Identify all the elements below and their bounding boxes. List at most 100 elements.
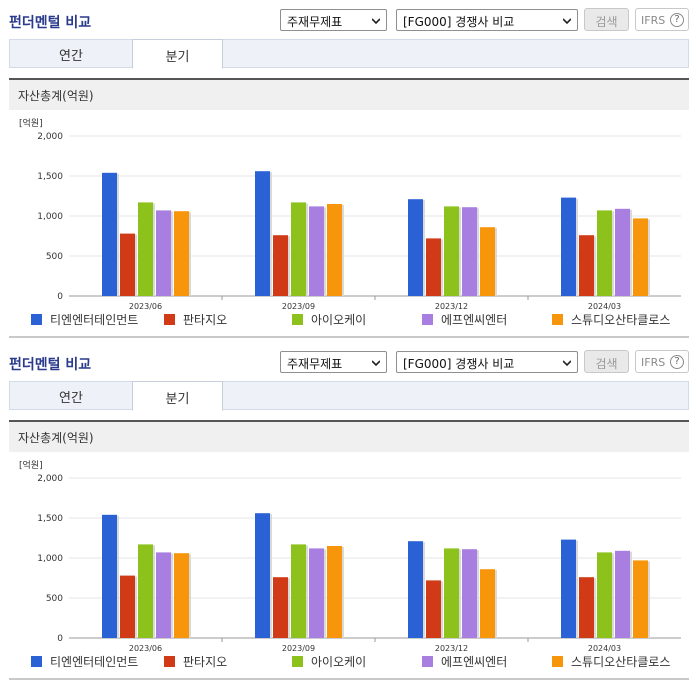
bar[interactable] xyxy=(327,546,342,638)
bar[interactable] xyxy=(633,560,648,638)
bar[interactable] xyxy=(579,235,594,296)
y-axis-unit-label: [억원] xyxy=(19,117,43,129)
legend-label: 판타지오 xyxy=(183,313,228,327)
chart-legend: 티엔엔터테인먼트 판타지오 아이오케이 에프엔씨엔터 스튜디오산타클로스 xyxy=(9,653,689,673)
search-button[interactable]: 검색 xyxy=(584,8,629,31)
legend-item[interactable]: 아이오케이 xyxy=(292,653,366,670)
legend-label: 에프엔씨엔터 xyxy=(441,313,508,327)
metric-title: 자산총계(억원) xyxy=(9,78,689,110)
legend-swatch xyxy=(292,656,303,667)
bar[interactable] xyxy=(291,544,306,638)
statement-select[interactable]: 주재무제표 xyxy=(280,351,387,373)
chevron-down-icon xyxy=(563,18,571,25)
peer-group-select-value: [FG000] 경쟁사 비교 xyxy=(403,15,515,29)
bar[interactable] xyxy=(309,548,324,638)
bar[interactable] xyxy=(102,172,117,296)
fundamental-compare-section: 펀더멘털 비교 주재무제표 [FG000] 경쟁사 비교 검색 IFRS ? 연… xyxy=(9,8,689,338)
legend-swatch xyxy=(422,656,433,667)
legend-item[interactable]: 스튜디오산타클로스 xyxy=(552,311,670,328)
bar[interactable] xyxy=(426,238,441,296)
statement-select[interactable]: 주재무제표 xyxy=(280,9,387,31)
x-tick-label: 2023/09 xyxy=(282,302,315,310)
bar[interactable] xyxy=(615,208,630,296)
legend-item[interactable]: 에프엔씨엔터 xyxy=(422,311,507,328)
bar[interactable] xyxy=(462,207,477,296)
bar[interactable] xyxy=(120,575,135,638)
bar[interactable] xyxy=(597,552,612,638)
bar[interactable] xyxy=(561,197,576,296)
peer-group-select[interactable]: [FG000] 경쟁사 비교 xyxy=(396,9,578,31)
y-tick-label: 1,000 xyxy=(37,554,63,564)
bar[interactable] xyxy=(480,227,495,296)
section-divider xyxy=(9,678,689,680)
bar-chart: [억원] 2,000 1,500 1,000 500 0 2023/06 2023/09 202… xyxy=(19,459,681,652)
bar[interactable] xyxy=(291,202,306,296)
period-tabs: 연간 분기 xyxy=(9,39,689,69)
legend-item[interactable]: 스튜디오산타클로스 xyxy=(552,653,670,670)
section-divider xyxy=(9,336,689,338)
bar[interactable] xyxy=(561,539,576,638)
legend-label: 스튜디오산타클로스 xyxy=(571,655,671,669)
bar[interactable] xyxy=(444,548,459,638)
bar[interactable] xyxy=(444,206,459,296)
bar[interactable] xyxy=(462,549,477,638)
bar[interactable] xyxy=(255,171,270,296)
legend-swatch xyxy=(422,314,433,325)
legend-label: 에프엔씨엔터 xyxy=(441,655,508,669)
x-tick-label: 2023/06 xyxy=(129,302,162,310)
ifrs-label: IFRS xyxy=(641,14,666,27)
tab-quarterly[interactable]: 분기 xyxy=(132,381,223,411)
bar[interactable] xyxy=(426,580,441,638)
bar[interactable] xyxy=(120,233,135,296)
bar[interactable] xyxy=(633,218,648,296)
legend-label: 스튜디오산타클로스 xyxy=(571,313,671,327)
bar[interactable] xyxy=(156,210,171,296)
bar[interactable] xyxy=(480,569,495,638)
legend-label: 아이오케이 xyxy=(311,313,367,327)
fundamental-compare-section: 펀더멘털 비교 주재무제표 [FG000] 경쟁사 비교 검색 IFRS ? 연… xyxy=(0,342,696,684)
y-tick-label: 0 xyxy=(57,292,63,302)
legend-label: 티엔엔터테인먼트 xyxy=(50,655,139,669)
bar[interactable] xyxy=(408,541,423,638)
legend-item[interactable]: 아이오케이 xyxy=(292,311,366,328)
bar[interactable] xyxy=(255,513,270,638)
search-button[interactable]: 검색 xyxy=(584,350,629,373)
x-tick-label: 2024/03 xyxy=(588,644,621,652)
legend-swatch xyxy=(552,656,563,667)
tab-quarterly[interactable]: 분기 xyxy=(132,39,223,69)
bar[interactable] xyxy=(174,553,189,638)
bar[interactable] xyxy=(579,577,594,638)
bar[interactable] xyxy=(102,514,117,638)
bar[interactable] xyxy=(327,204,342,296)
bar[interactable] xyxy=(408,199,423,296)
y-tick-label: 0 xyxy=(57,634,63,644)
legend-item[interactable]: 판타지오 xyxy=(164,311,227,328)
ifrs-help-button[interactable]: IFRS ? xyxy=(635,350,689,373)
x-tick-label: 2023/12 xyxy=(435,644,468,652)
x-tick-label: 2024/03 xyxy=(588,302,621,310)
y-tick-label: 1,500 xyxy=(37,514,63,524)
bar[interactable] xyxy=(138,202,153,296)
bar[interactable] xyxy=(273,577,288,638)
legend-label: 판타지오 xyxy=(183,655,228,669)
bar[interactable] xyxy=(273,235,288,296)
legend-item[interactable]: 티엔엔터테인먼트 xyxy=(31,311,138,328)
bar[interactable] xyxy=(309,206,324,296)
bar[interactable] xyxy=(156,552,171,638)
bar[interactable] xyxy=(615,550,630,638)
tab-annual[interactable]: 연간 xyxy=(59,49,83,64)
bar[interactable] xyxy=(174,211,189,296)
metric-title: 자산총계(억원) xyxy=(9,420,689,452)
bar[interactable] xyxy=(597,210,612,296)
legend-item[interactable]: 티엔엔터테인먼트 xyxy=(31,653,138,670)
bar[interactable] xyxy=(138,544,153,638)
question-circle-icon: ? xyxy=(670,355,684,369)
x-tick-label: 2023/12 xyxy=(435,302,468,310)
ifrs-help-button[interactable]: IFRS ? xyxy=(635,8,689,31)
legend-item[interactable]: 에프엔씨엔터 xyxy=(422,653,507,670)
statement-select-value: 주재무제표 xyxy=(287,357,343,371)
tab-annual[interactable]: 연간 xyxy=(59,391,83,406)
y-tick-label: 500 xyxy=(46,252,63,262)
peer-group-select[interactable]: [FG000] 경쟁사 비교 xyxy=(396,351,578,373)
legend-item[interactable]: 판타지오 xyxy=(164,653,227,670)
